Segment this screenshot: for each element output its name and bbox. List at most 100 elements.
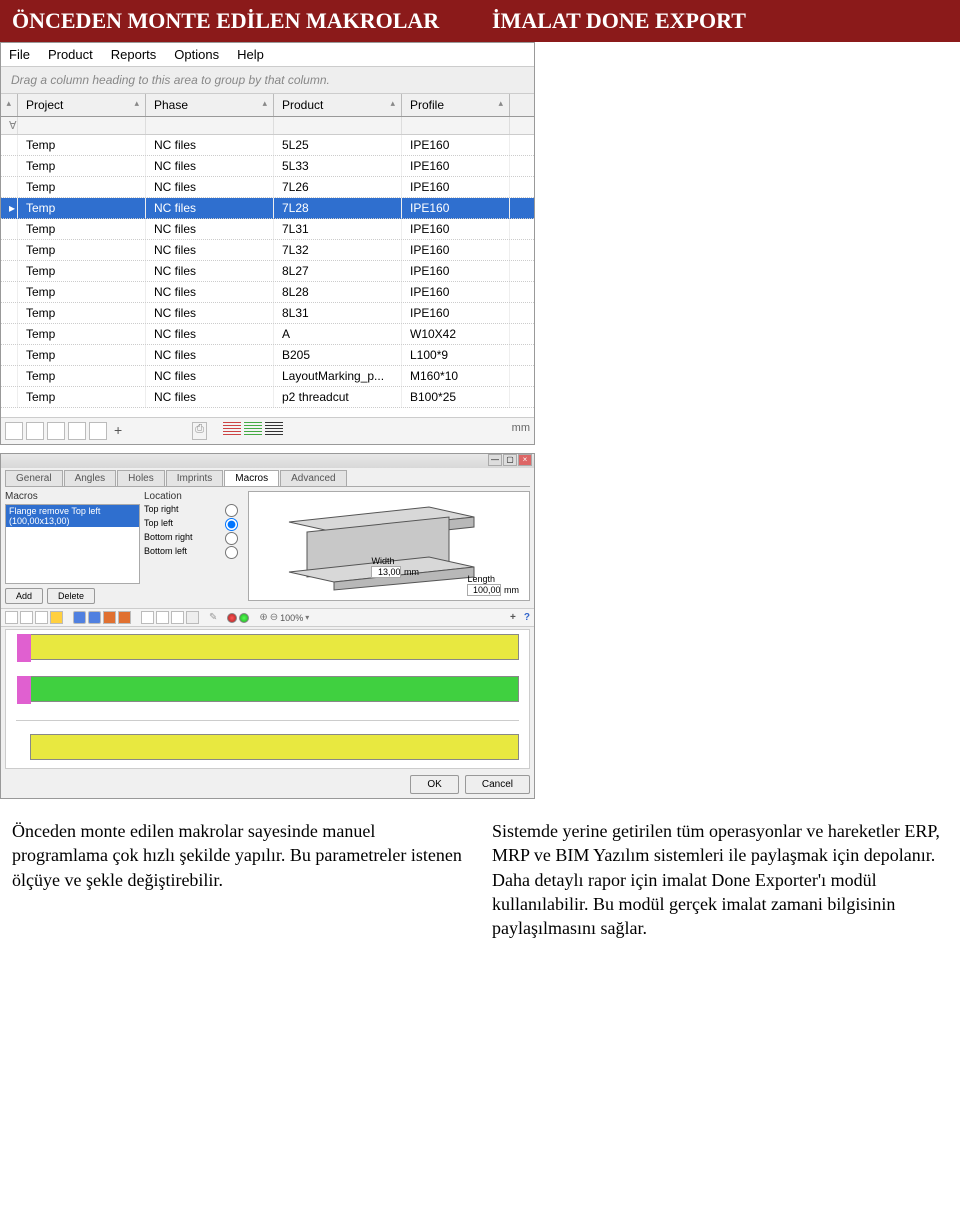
tb-lines-green-icon[interactable] [244,422,262,436]
cell-product: A [274,324,402,344]
unit-label: mm [512,422,530,440]
tb-lines-red-icon[interactable] [223,422,241,436]
radio-bottom-left[interactable]: Bottom left [144,546,244,559]
row-marker: ▸ [1,198,18,218]
table-row[interactable]: TempNC filesB205L100*9 [1,345,534,366]
maximize-icon[interactable]: ▢ [503,454,517,466]
group-by-hint[interactable]: Drag a column heading to this area to gr… [1,67,534,94]
cell-profile: IPE160 [402,198,510,218]
menu-product[interactable]: Product [48,47,93,62]
tb-btn-2[interactable] [26,422,44,440]
radio-bottom-right-input[interactable] [225,532,238,545]
minimize-icon[interactable]: — [488,454,502,466]
tb-btn-1[interactable] [5,422,23,440]
close-icon[interactable]: × [518,454,532,466]
table-row[interactable]: TempNC files8L31IPE160 [1,303,534,324]
table-row[interactable]: TempNC files7L26IPE160 [1,177,534,198]
tab-imprints[interactable]: Imprints [166,470,224,486]
dt-btn-blue-1[interactable] [73,611,86,624]
cell-project: Temp [18,261,146,281]
dt-btn-7[interactable] [186,611,199,624]
tab-advanced[interactable]: Advanced [280,470,346,486]
dt-btn-3[interactable] [35,611,48,624]
menu-help[interactable]: Help [237,47,264,62]
dt-btn-4[interactable] [141,611,154,624]
macros-list[interactable]: Flange remove Top left (100,00x13,00) [5,504,140,584]
tb-print-icon[interactable]: ⎙ [192,422,207,440]
tab-holes[interactable]: Holes [117,470,165,486]
length-input[interactable] [467,584,501,596]
radio-bottom-left-input[interactable] [225,546,238,559]
dt-zoom-out-icon[interactable]: ⊖ [270,612,278,623]
tb-btn-5[interactable] [89,422,107,440]
tb-plus-icon[interactable]: + [110,422,126,440]
radio-top-left-input[interactable] [225,518,238,531]
tb-btn-3[interactable] [47,422,65,440]
dt-plus-icon[interactable]: + [510,612,516,623]
row-marker [1,345,18,365]
tb-btn-4[interactable] [68,422,86,440]
grid-bottom-toolbar: + ⎙ mm [1,417,534,444]
macros-panel: Macros Flange remove Top left (100,00x13… [5,491,140,604]
table-row[interactable]: TempNC files7L31IPE160 [1,219,534,240]
radio-bottom-right[interactable]: Bottom right [144,532,244,545]
tb-lines-black-icon[interactable] [265,422,283,436]
filter-project[interactable] [18,117,146,134]
width-input[interactable] [371,566,401,578]
cell-profile: IPE160 [402,177,510,197]
dt-green-dot-icon[interactable] [239,613,249,623]
dt-btn-2[interactable] [20,611,33,624]
col-header-phase[interactable]: Phase [146,94,274,116]
col-header-profile[interactable]: Profile [402,94,510,116]
col-header-product[interactable]: Product [274,94,402,116]
menu-reports[interactable]: Reports [111,47,157,62]
table-row[interactable]: TempNC files5L25IPE160 [1,135,534,156]
cancel-button[interactable]: Cancel [465,775,530,794]
dt-btn-orange-1[interactable] [103,611,116,624]
table-row[interactable]: TempNC files8L27IPE160 [1,261,534,282]
table-row[interactable]: TempNC files8L28IPE160 [1,282,534,303]
cell-product: 7L31 [274,219,402,239]
radio-top-left[interactable]: Top left [144,518,244,531]
add-button[interactable]: Add [5,588,43,604]
tab-angles[interactable]: Angles [64,470,117,486]
zoom-dropdown-icon[interactable]: ▾ [305,613,309,622]
delete-button[interactable]: Delete [47,588,95,604]
filter-icon[interactable]: ∀ [1,117,18,134]
schematic-view [5,629,530,769]
dt-red-dot-icon[interactable] [227,613,237,623]
table-row[interactable]: ▸TempNC files7L28IPE160 [1,198,534,219]
dt-btn-6[interactable] [171,611,184,624]
dt-btn-5[interactable] [156,611,169,624]
dt-zoom-in-icon[interactable]: ⊕ [259,612,267,623]
tab-general[interactable]: General [5,470,63,486]
schematic-bar-mid [30,676,519,702]
dt-pencil-icon[interactable]: ✎ [209,612,217,623]
tab-macros[interactable]: Macros [224,470,279,486]
table-row[interactable]: TempNC files5L33IPE160 [1,156,534,177]
dt-btn-yellow[interactable] [50,611,63,624]
radio-top-right-input[interactable] [225,504,238,517]
filter-product[interactable] [274,117,402,134]
table-row[interactable]: TempNC files7L32IPE160 [1,240,534,261]
ok-button[interactable]: OK [410,775,458,794]
dt-btn-1[interactable] [5,611,18,624]
table-row[interactable]: TempNC filesLayoutMarking_p...M160*10 [1,366,534,387]
menu-options[interactable]: Options [174,47,219,62]
table-row[interactable]: TempNC filesAW10X42 [1,324,534,345]
cell-product: LayoutMarking_p... [274,366,402,386]
menu-file[interactable]: File [9,47,30,62]
row-marker [1,156,18,176]
cell-project: Temp [18,387,146,407]
dt-help-icon[interactable]: ? [524,612,530,623]
filter-phase[interactable] [146,117,274,134]
dt-btn-orange-2[interactable] [118,611,131,624]
radio-top-right[interactable]: Top right [144,504,244,517]
dt-btn-blue-2[interactable] [88,611,101,624]
col-header-project[interactable]: Project [18,94,146,116]
ibeam-preview-icon [279,502,479,592]
cell-product: p2 threadcut [274,387,402,407]
macros-list-item[interactable]: Flange remove Top left (100,00x13,00) [6,505,139,527]
table-row[interactable]: TempNC filesp2 threadcutB100*25 [1,387,534,408]
filter-profile[interactable] [402,117,510,134]
